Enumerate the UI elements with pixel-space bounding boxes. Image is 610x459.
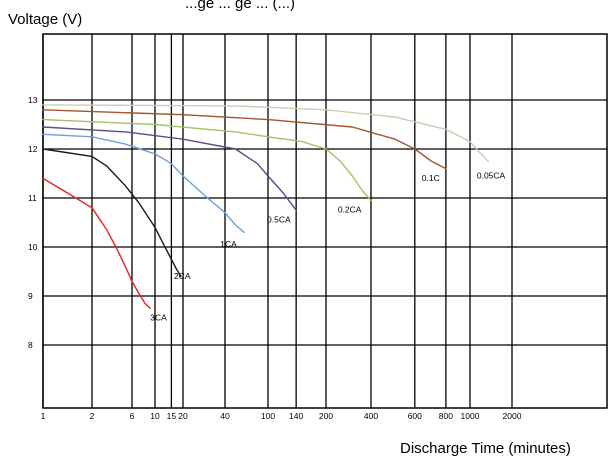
x-tick-label: 140 — [289, 411, 303, 421]
series-line-0-2ca — [42, 118, 372, 202]
x-tick-label: 400 — [364, 411, 378, 421]
series-line-3ca — [42, 177, 152, 309]
y-tick-label: 8 — [28, 340, 33, 350]
x-tick-label: 10 — [150, 411, 160, 421]
x-tick-label: 6 — [130, 411, 135, 421]
series-label: 3CA — [150, 313, 167, 323]
x-tick-label: 2000 — [503, 411, 522, 421]
x-tick-label: 800 — [439, 411, 453, 421]
x-tick-label: 40 — [220, 411, 230, 421]
x-tick-labels: 1 2 6 10 15 20 40 100 140 200 400 600 800 1000 2000 — [41, 411, 522, 421]
y-tick-label: 12 — [28, 144, 38, 154]
x-tick-label: 100 — [261, 411, 275, 421]
x-tick-label: 15 — [167, 411, 177, 421]
series-label: 0.1C — [422, 173, 440, 183]
y-tick-label: 11 — [28, 193, 37, 203]
x-tick-label: 2 — [90, 411, 95, 421]
x-tick-label: 20 — [178, 411, 188, 421]
x-tick-label: 200 — [319, 411, 333, 421]
x-tick-label: 600 — [408, 411, 422, 421]
series-line-0-5ca — [42, 126, 297, 212]
x-tick-label: 1 — [41, 411, 46, 421]
y-tick-label: 9 — [28, 291, 33, 301]
series-label: 2CA — [174, 271, 191, 281]
series-line-0-1c — [42, 109, 447, 170]
series-label: 0.5CA — [267, 215, 291, 225]
x-axis-label: Discharge Time (minutes) — [400, 440, 571, 457]
series-line-2ca — [42, 148, 182, 278]
series-labels: 3CA 2CA 1CA 0.5CA 0.2CA 0.1C 0.05CA — [150, 170, 505, 322]
series-label: 0.05CA — [477, 170, 506, 180]
chart-title: ...ge ... ge ... (...) — [185, 0, 295, 12]
plot-frame — [42, 33, 608, 409]
vertical-gridlines — [42, 34, 513, 408]
series-label: 1CA — [220, 239, 237, 249]
y-tick-label: 10 — [28, 242, 38, 252]
series-lines — [42, 104, 489, 309]
series-line-0-05ca — [42, 104, 489, 163]
x-tick-label: 1000 — [461, 411, 480, 421]
y-axis-label: Voltage (V) — [8, 11, 82, 28]
series-label: 0.2CA — [338, 205, 362, 215]
y-tick-label: 13 — [28, 95, 38, 105]
y-tick-labels: 8 9 10 11 12 13 — [28, 95, 38, 350]
series-line-1ca — [42, 133, 245, 234]
horizontal-gridlines — [43, 99, 607, 346]
